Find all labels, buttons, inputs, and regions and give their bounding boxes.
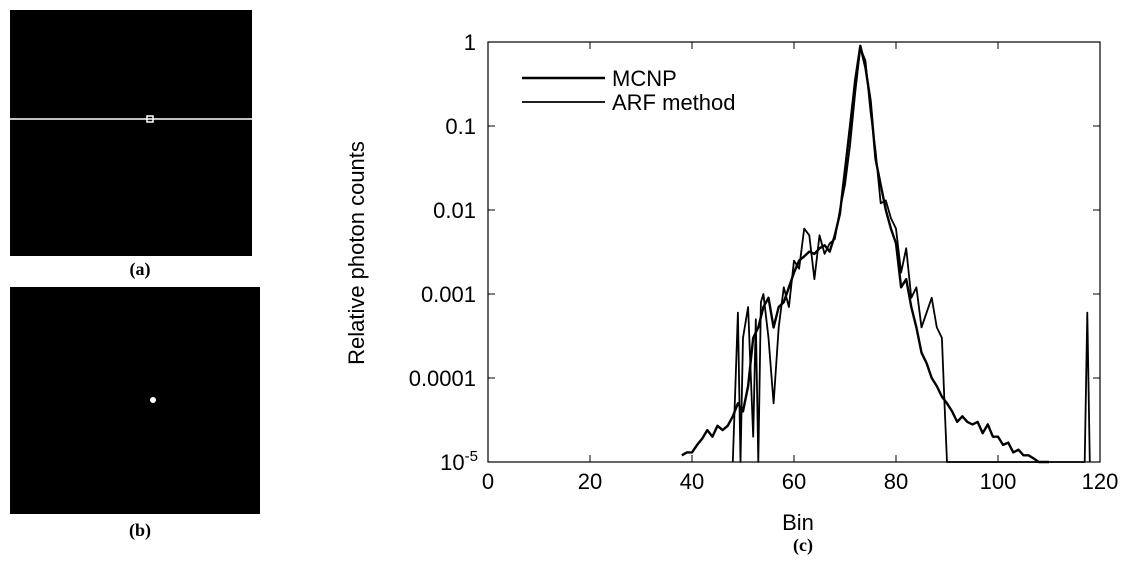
y-axis-title: Relative photon counts: [344, 141, 369, 365]
x-tick-label: 20: [578, 469, 602, 494]
panel-b-point-source: [150, 397, 156, 403]
x-tick-label: 100: [980, 469, 1017, 494]
panel-a-graphic: [10, 115, 252, 123]
x-tick-label: 60: [782, 469, 806, 494]
axis-ticks: [487, 41, 1101, 463]
panel-c-label: (c): [793, 535, 813, 555]
y-tick-label-bottom: 10-5: [440, 448, 478, 475]
y-tick-label-exponent: -5: [465, 448, 478, 465]
y-tick-label: 1: [464, 30, 476, 55]
x-tick-label: 120: [1082, 469, 1119, 494]
legend-entry-1: ARF method: [612, 90, 736, 115]
x-tick-label: 40: [680, 469, 704, 494]
y-tick-label: 0.001: [421, 282, 476, 307]
y-tick-label: 0.1: [445, 114, 476, 139]
series-line-mcnp: [681, 44, 1049, 464]
plot-border: [487, 41, 1101, 463]
y-tick-label: 0.01: [433, 198, 476, 223]
panel-a-label: (a): [129, 259, 151, 279]
y-tick-label: 0.0001: [409, 366, 476, 391]
panel-b-image: [10, 287, 260, 514]
legend-entry-0: MCNP: [612, 66, 677, 91]
x-tick-label: 0: [482, 469, 494, 494]
series-layer: [681, 44, 1091, 464]
series-line-arf-method: [731, 47, 1091, 463]
plot-frame: [487, 41, 1101, 463]
panel-b-graphic: [150, 397, 156, 403]
panel-a-image: [10, 10, 252, 256]
panel-b-label: (b): [129, 520, 151, 540]
tick-labels: 0 20 40 60 80 100 120 10-5 0.0001 0.001 0.01 0.1 1: [409, 30, 1119, 494]
panel-a-point-marker: [146, 115, 154, 123]
x-axis-title: Bin: [782, 510, 814, 535]
y-tick-label-base: 10: [440, 450, 464, 475]
x-tick-label: 80: [884, 469, 908, 494]
